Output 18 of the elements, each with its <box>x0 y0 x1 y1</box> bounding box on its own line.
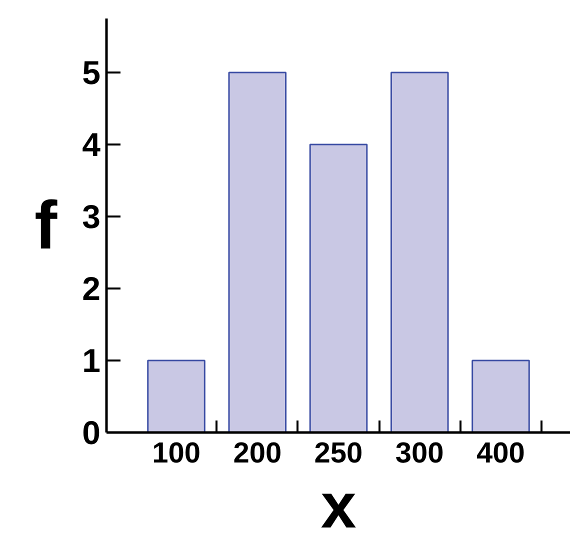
bar <box>390 72 449 432</box>
x-tick-label: 200 <box>233 438 282 470</box>
y-tick-label: 2 <box>82 270 101 307</box>
x-tick-label: 100 <box>152 438 200 470</box>
bar <box>472 360 530 432</box>
y-tick-label: 3 <box>82 198 101 235</box>
bar <box>147 360 206 432</box>
bar <box>309 144 368 432</box>
y-tick-label: 0 <box>82 414 101 451</box>
y-axis-title: f <box>34 188 58 264</box>
x-tick-label: 250 <box>314 438 363 470</box>
y-tick-label: 1 <box>82 342 101 379</box>
x-axis-title: x <box>320 470 357 542</box>
x-tick-label: 300 <box>395 438 444 470</box>
x-tick-label: 400 <box>476 438 525 470</box>
bar <box>228 72 287 432</box>
y-tick-label: 4 <box>82 126 102 163</box>
y-tick-label: 5 <box>82 54 101 91</box>
